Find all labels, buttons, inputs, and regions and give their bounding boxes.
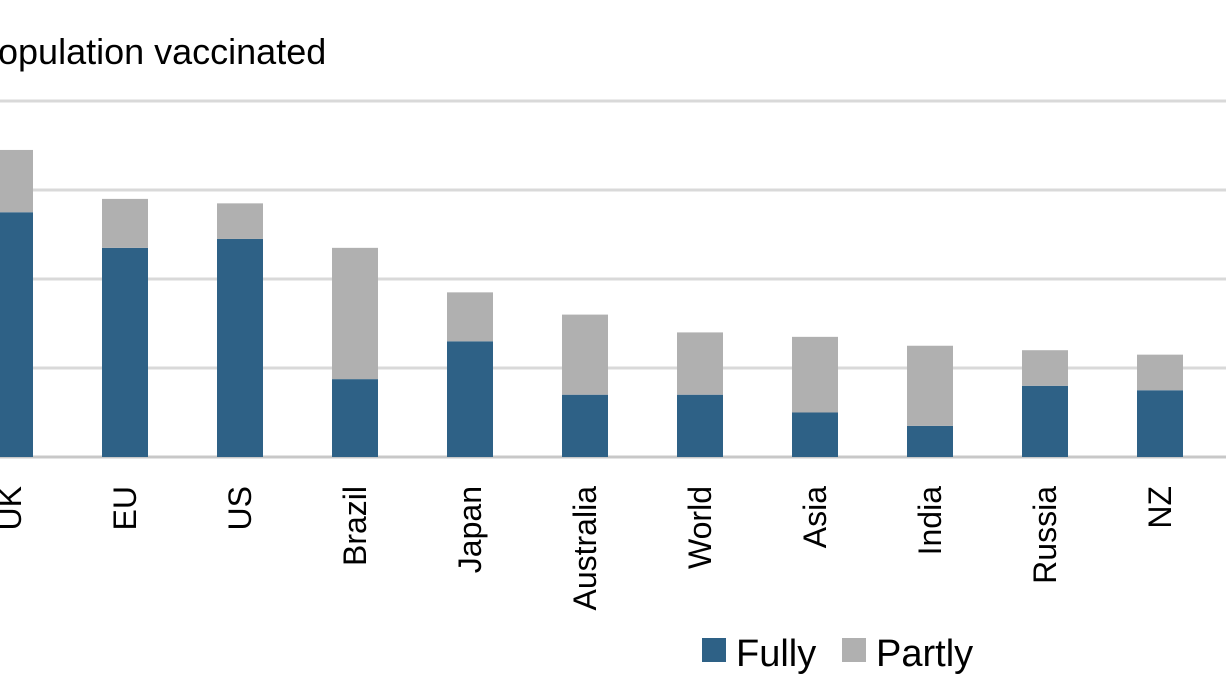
x-tick-label: Asia <box>797 486 833 548</box>
bar-partly-uk <box>0 149 33 213</box>
bar-partly-us <box>217 203 263 239</box>
x-tick-label: World <box>682 486 718 569</box>
legend: Fully Partly <box>702 633 973 675</box>
bar-fully-us <box>217 238 263 457</box>
legend-label-partly: Partly <box>876 633 973 675</box>
x-tick-label: India <box>912 486 948 556</box>
bar-partly-asia <box>792 336 838 413</box>
bar-fully-eu <box>102 247 148 457</box>
bar-partly-australia <box>562 314 608 395</box>
bar-fully-australia <box>562 394 608 457</box>
bar-fully-brazil <box>332 379 378 457</box>
bar-fully-japan <box>447 341 493 457</box>
bar-partly-brazil <box>332 247 378 380</box>
bar-partly-world <box>677 332 723 395</box>
legend-swatch-fully <box>702 638 726 662</box>
chart-title: opulation vaccinated <box>0 31 326 72</box>
x-tick-label: NZ <box>1142 486 1178 529</box>
bar-fully-uk <box>0 212 33 457</box>
x-tick-label: US <box>222 486 258 530</box>
bar-partly-india <box>907 345 953 426</box>
legend-label-fully: Fully <box>736 633 816 675</box>
bar-fully-russia <box>1022 385 1068 457</box>
x-tick-label: Australia <box>567 486 603 611</box>
gridlines <box>0 99 1226 459</box>
x-tick-label: Brazil <box>337 486 373 566</box>
bar-fully-world <box>677 394 723 457</box>
bar-fully-nz <box>1137 390 1183 457</box>
x-tick-label: Russia <box>1027 486 1063 584</box>
bars <box>0 149 1183 457</box>
x-tick-label: Japan <box>452 486 488 573</box>
bar-partly-japan <box>447 292 493 342</box>
bar-partly-nz <box>1137 354 1183 391</box>
x-tick-label: EU <box>107 486 143 530</box>
legend-swatch-partly <box>842 638 866 662</box>
x-tick-labels: UK EU US Brazil Japan Australia World Asia India… <box>0 486 1178 611</box>
bar-fully-india <box>907 425 953 457</box>
bar-partly-russia <box>1022 350 1068 386</box>
x-tick-label: UK <box>0 486 28 530</box>
bar-partly-eu <box>102 198 148 248</box>
bar-fully-asia <box>792 412 838 457</box>
